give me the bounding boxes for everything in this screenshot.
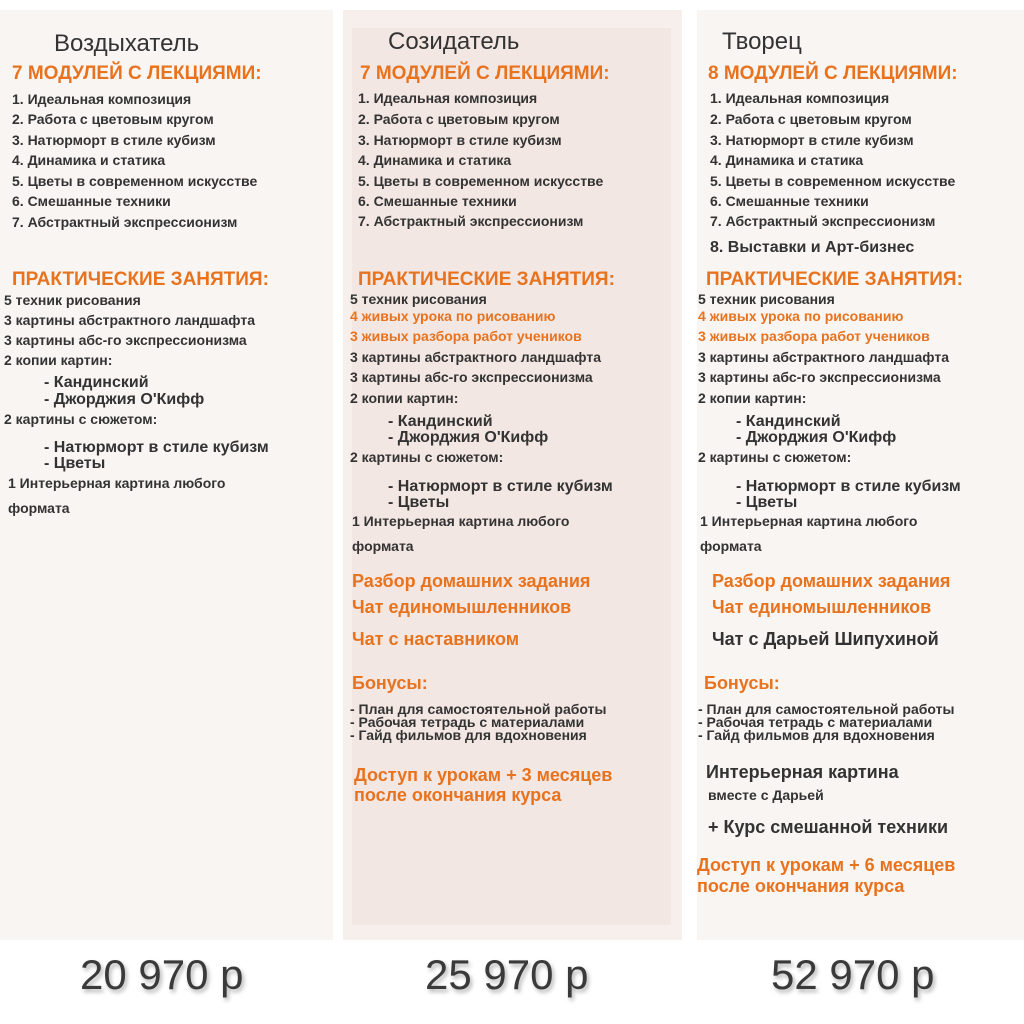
module-item: 5. Цветы в современном искусстве [12, 173, 258, 189]
module-item: 8. Выставки и Арт-бизнес [710, 239, 915, 256]
module-item: 2. Работа с цветовым кругом [358, 111, 560, 127]
practice-item: - Кандинский [736, 413, 841, 430]
practice-item: 2 копии картин: [4, 352, 113, 368]
access-text: после окончания курса [697, 876, 905, 896]
special-item: Интерьерная картина [706, 762, 899, 782]
modules-header: 8 МОДУЛЕЙ С ЛЕКЦИЯМИ: [708, 63, 958, 84]
bonus-item: - План для самостоятельной работы [350, 701, 607, 717]
practice-header: ПРАКТИЧЕСКИЕ ЗАНЯТИЯ: [358, 269, 615, 290]
module-item: 5. Цветы в современном искусстве [710, 173, 956, 189]
modules-header: 7 МОДУЛЕЙ С ЛЕКЦИЯМИ: [360, 63, 610, 84]
practice-item: - Натюрморт в стиле кубизм [388, 478, 613, 495]
practice-item: 3 картины абс-го экспрессионизма [4, 332, 247, 348]
plan-title: Созидатель [388, 28, 520, 55]
module-item: 4. Динамика и статика [358, 152, 512, 168]
practice-item: 3 картины абстрактного ландшафта [4, 312, 255, 328]
price-label: 52 970 р [771, 951, 935, 998]
module-item: 1. Идеальная композиция [358, 90, 538, 106]
module-item: 7. Абстрактный экспрессионизм [12, 214, 238, 230]
bonus-item: - Рабочая тетрадь с материалами [698, 714, 933, 730]
practice-item: 2 копии картин: [350, 390, 459, 406]
feature-item: Чат единомышленников [352, 597, 572, 617]
practice-header: ПРАКТИЧЕСКИЕ ЗАНЯТИЯ: [706, 269, 963, 290]
practice-item: 2 картины с сюжетом: [4, 411, 158, 427]
practice-item: 4 живых урока по рисованию [698, 308, 904, 324]
feature-item: Чат единомышленников [712, 597, 932, 617]
module-item: 1. Идеальная композиция [12, 91, 192, 107]
practice-item: - Кандинский [388, 413, 493, 430]
practice-item: - Натюрморт в стиле кубизм [736, 478, 961, 495]
feature-item: Разбор домашних задания [712, 571, 951, 591]
price-label: 20 970 р [80, 951, 244, 998]
bonus-item: - Гайд фильмов для вдохновения [350, 727, 587, 743]
plan-card-vozdykhatel [0, 10, 333, 940]
bonus-item: - План для самостоятельной работы [698, 701, 955, 717]
module-item: 3. Натюрморт в стиле кубизм [710, 132, 914, 148]
practice-item: - Кандинский [44, 374, 149, 391]
practice-item: формата [700, 538, 762, 554]
practice-item: 2 копии картин: [698, 390, 807, 406]
special-item: + Курс смешанной техники [708, 817, 949, 837]
bonus-header: Бонусы: [352, 673, 428, 693]
practice-item: - Цветы [44, 455, 106, 472]
practice-header: ПРАКТИЧЕСКИЕ ЗАНЯТИЯ: [12, 269, 269, 290]
practice-item: - Джорджия О'Кифф [44, 391, 205, 408]
plan-title: Воздыхатель [54, 30, 200, 57]
special-item: вместе с Дарьей [708, 787, 824, 803]
practice-item: 3 картины абс-го экспрессионизма [698, 369, 941, 385]
practice-item: 3 картины абс-го экспрессионизма [350, 369, 593, 385]
practice-item: 2 картины с сюжетом: [698, 449, 852, 465]
plan-title: Творец [722, 28, 802, 55]
practice-item: 5 техник рисования [4, 292, 141, 308]
practice-item: формата [352, 538, 414, 554]
bonus-item: - Гайд фильмов для вдохновения [698, 727, 935, 743]
module-item: 4. Динамика и статика [12, 152, 166, 168]
plan-card-tvorets [697, 10, 1024, 940]
module-item: 1. Идеальная композиция [710, 90, 890, 106]
module-item: 6. Смешанные техники [358, 193, 517, 209]
modules-header: 7 МОДУЛЕЙ С ЛЕКЦИЯМИ: [12, 63, 262, 84]
practice-item: 3 живых разбора работ учеников [698, 328, 930, 344]
access-text: Доступ к урокам + 6 месяцев [697, 855, 956, 875]
feature-item: Чат с Дарьей Шипухиной [712, 629, 939, 649]
practice-item: - Джорджия О'Кифф [388, 429, 549, 446]
feature-item: Чат с наставником [352, 629, 520, 649]
practice-item: 5 техник рисования [350, 291, 487, 307]
practice-item: 4 живых урока по рисованию [350, 308, 556, 324]
module-item: 2. Работа с цветовым кругом [710, 111, 912, 127]
access-text: после окончания курса [354, 785, 562, 805]
practice-item: 3 картины абстрактного ландшафта [350, 349, 601, 365]
module-item: 7. Абстрактный экспрессионизм [710, 213, 936, 229]
module-item: 7. Абстрактный экспрессионизм [358, 213, 584, 229]
bonus-item: - Рабочая тетрадь с материалами [350, 714, 585, 730]
practice-item: 2 картины с сюжетом: [350, 449, 504, 465]
module-item: 6. Смешанные техники [12, 193, 171, 209]
practice-item: формата [8, 500, 70, 516]
module-item: 5. Цветы в современном искусстве [358, 173, 604, 189]
practice-item: 1 Интерьерная картина любого [8, 475, 226, 491]
module-item: 6. Смешанные техники [710, 193, 869, 209]
practice-item: - Цветы [388, 494, 450, 511]
practice-item: 5 техник рисования [698, 291, 835, 307]
practice-item: - Джорджия О'Кифф [736, 429, 897, 446]
price-label: 25 970 р [425, 951, 589, 998]
module-item: 2. Работа с цветовым кругом [12, 111, 214, 127]
module-item: 3. Натюрморт в стиле кубизм [358, 132, 562, 148]
practice-item: 1 Интерьерная картина любого [352, 513, 570, 529]
access-text: Доступ к урокам + 3 месяцев [354, 765, 613, 785]
practice-item: 3 живых разбора работ учеников [350, 328, 582, 344]
practice-item: 3 картины абстрактного ландшафта [698, 349, 949, 365]
module-item: 3. Натюрморт в стиле кубизм [12, 132, 216, 148]
feature-item: Разбор домашних задания [352, 571, 591, 591]
practice-item: - Натюрморт в стиле кубизм [44, 439, 269, 456]
module-item: 4. Динамика и статика [710, 152, 864, 168]
practice-item: 1 Интерьерная картина любого [700, 513, 918, 529]
practice-item: - Цветы [736, 494, 798, 511]
bonus-header: Бонусы: [704, 673, 780, 693]
plan-card-sozidatel-inner [352, 28, 671, 925]
